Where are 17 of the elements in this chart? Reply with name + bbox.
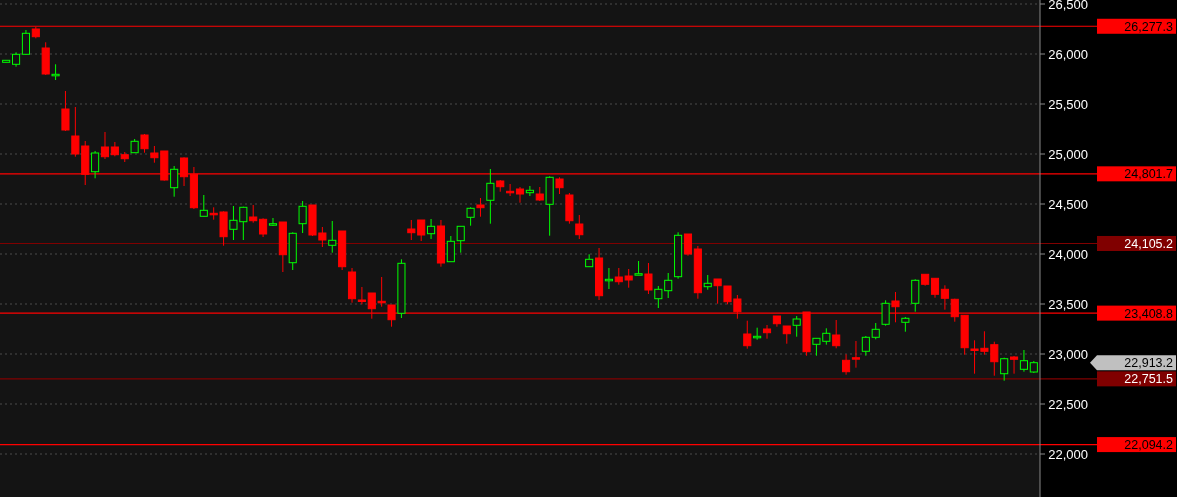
y-tick-label: 22,000: [1048, 447, 1088, 462]
text: 22,913.2: [1124, 356, 1174, 371]
ref-line-label: 22,751.5: [1124, 372, 1174, 387]
y-tick-label: 25,000: [1048, 147, 1088, 162]
ref-line-label: 22,094.2: [1124, 438, 1174, 453]
y-tick-label: 22,500: [1048, 397, 1088, 412]
y-tick-label: 24,500: [1048, 197, 1088, 212]
y-tick-label: 26,500: [1048, 0, 1088, 12]
y-tick-label: 24,000: [1048, 247, 1088, 262]
ref-line-label: 24,801.7: [1124, 167, 1174, 182]
ref-line-label: 26,277.3: [1124, 19, 1174, 34]
ref-line-label: 24,105.2: [1124, 236, 1174, 251]
y-tick-label: 23,000: [1048, 347, 1088, 362]
ref-line-label: 23,408.8: [1124, 306, 1174, 321]
y-tick-label: 26,000: [1048, 47, 1088, 62]
y-tick-label: 25,500: [1048, 97, 1088, 112]
y-tick-label: 23,500: [1048, 297, 1088, 312]
